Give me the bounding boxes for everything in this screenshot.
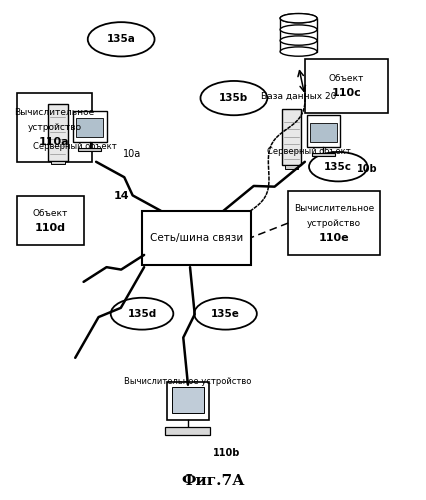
- Text: 10a: 10a: [123, 150, 141, 160]
- Text: Серверный объект: Серверный объект: [33, 142, 117, 152]
- Ellipse shape: [201, 81, 267, 115]
- Text: 135d: 135d: [127, 308, 157, 318]
- Ellipse shape: [194, 298, 257, 330]
- Bar: [288, 191, 380, 255]
- Bar: [78, 148, 101, 151]
- Bar: [73, 110, 106, 142]
- Text: 135e: 135e: [211, 308, 240, 318]
- Ellipse shape: [280, 36, 317, 45]
- Ellipse shape: [280, 14, 317, 23]
- Text: Вычислительное: Вычислительное: [14, 108, 95, 118]
- Text: устройство: устройство: [307, 218, 361, 228]
- Ellipse shape: [88, 22, 155, 56]
- Text: Объект: Объект: [32, 208, 68, 218]
- Text: 135c: 135c: [324, 162, 352, 172]
- Bar: [167, 382, 209, 420]
- Bar: [51, 160, 65, 164]
- Text: База данных 20: База данных 20: [261, 92, 336, 101]
- Text: 14: 14: [114, 191, 130, 201]
- Bar: [142, 211, 250, 264]
- Text: 10b: 10b: [357, 164, 378, 174]
- Text: устройство: устройство: [27, 123, 81, 132]
- Bar: [305, 59, 389, 113]
- Text: 110d: 110d: [35, 223, 66, 233]
- Bar: [172, 388, 204, 412]
- Bar: [307, 116, 340, 146]
- Bar: [310, 122, 337, 142]
- Bar: [165, 427, 210, 434]
- Text: 110a: 110a: [39, 137, 70, 147]
- Ellipse shape: [280, 47, 317, 56]
- Text: 110c: 110c: [332, 88, 362, 98]
- Ellipse shape: [309, 152, 368, 182]
- Ellipse shape: [280, 25, 317, 34]
- Bar: [312, 152, 335, 156]
- Ellipse shape: [280, 14, 317, 23]
- Bar: [48, 104, 67, 160]
- Bar: [76, 118, 103, 137]
- Text: Сеть/шина связи: Сеть/шина связи: [150, 233, 243, 243]
- Ellipse shape: [111, 298, 173, 330]
- Text: Вычислительное: Вычислительное: [294, 204, 374, 213]
- Text: 110e: 110e: [319, 233, 349, 243]
- Bar: [285, 166, 298, 168]
- Text: Вычислительное устройство: Вычислительное устройство: [124, 378, 252, 386]
- Bar: [17, 93, 92, 162]
- Text: 135b: 135b: [219, 93, 248, 103]
- Text: 110b: 110b: [213, 448, 240, 458]
- Text: 135a: 135a: [107, 34, 135, 44]
- Text: Объект: Объект: [329, 74, 364, 83]
- Text: Фиг.7А: Фиг.7А: [181, 474, 245, 488]
- Bar: [17, 196, 83, 245]
- Text: Серверный объект: Серверный объект: [267, 148, 351, 156]
- Bar: [282, 109, 301, 166]
- Bar: [280, 18, 317, 52]
